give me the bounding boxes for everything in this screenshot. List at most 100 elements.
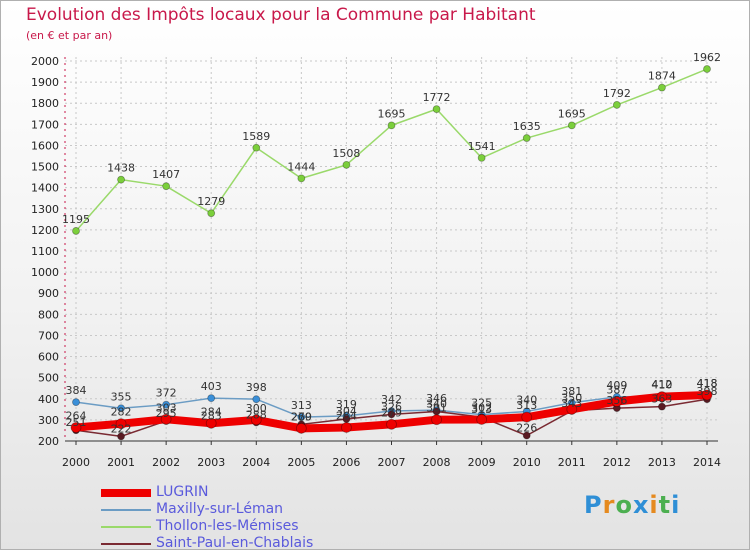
logo-letter: t [658,491,672,519]
data-point [297,174,306,183]
x-tick-label: 2012 [603,456,631,469]
data-point [611,396,623,407]
data-label: 1962 [693,51,721,64]
x-tick-label: 2005 [287,456,315,469]
data-label: 418 [697,377,718,390]
data-label: 282 [111,406,132,419]
data-label: 384 [66,384,87,397]
data-label: 412 [651,378,672,391]
data-label: 1589 [242,130,270,143]
x-tick-label: 2004 [242,456,270,469]
y-tick-label: 900 [38,287,59,300]
data-point [115,418,127,430]
legend-swatch [101,525,151,528]
data-label: 342 [381,393,402,406]
data-label: 409 [606,379,627,392]
data-label: 1508 [332,147,360,160]
y-tick-label: 600 [38,351,59,364]
x-tick-label: 2008 [423,456,451,469]
y-tick-label: 200 [38,435,59,448]
y-tick-label: 1400 [31,182,59,195]
data-label: 1438 [107,162,135,175]
y-tick-label: 1200 [31,224,59,237]
y-tick-label: 500 [38,372,59,385]
data-point [72,227,80,235]
data-label: 284 [201,405,222,418]
data-label: 226 [516,422,537,435]
data-point [387,121,396,130]
data-point [342,160,351,169]
x-tick-label: 2003 [197,456,225,469]
legend-swatch [101,508,151,511]
data-point [205,417,217,429]
data-label: 302 [471,401,492,414]
data-label: 387 [606,384,627,397]
chart-title: Evolution des Impôts locaux pour la Comm… [26,5,536,25]
y-tick-label: 1700 [31,118,59,131]
proxiti-logo: Proxiti [584,491,680,519]
data-point [252,395,261,404]
data-label: 372 [156,387,177,400]
data-label: 1407 [152,168,180,181]
y-tick-label: 300 [38,414,59,427]
data-label: 264 [66,409,87,422]
data-point [117,404,125,413]
data-point [522,134,531,142]
data-label: 301 [426,402,447,415]
data-label: 326 [381,400,402,413]
x-tick-label: 2011 [558,456,586,469]
data-point [566,403,578,415]
logo-letter: r [602,491,616,519]
data-label: 1792 [603,87,631,100]
data-label: 319 [336,398,357,411]
data-point [432,105,441,114]
data-point [162,400,171,409]
data-point [567,121,576,130]
logo-letter: o [615,491,633,519]
x-tick-label: 2001 [107,456,135,469]
data-label: 251 [66,416,87,429]
data-label: 1541 [468,140,496,153]
data-point [207,394,216,403]
data-point [387,410,396,419]
data-point [297,413,306,422]
data-point [117,175,125,184]
data-point [70,422,82,433]
x-tick-label: 2002 [152,456,180,469]
data-label: 304 [336,405,357,418]
legend-label: LUGRIN [156,484,209,500]
data-label: 356 [606,394,627,407]
data-label: 363 [651,393,672,406]
y-tick-label: 1000 [31,266,59,279]
x-tick-label: 2009 [468,456,496,469]
y-tick-label: 800 [38,308,59,321]
data-label: 418 [697,377,718,390]
data-point [295,422,307,434]
logo-letter: i [649,491,659,519]
data-point [701,389,713,401]
y-tick-label: 1600 [31,139,59,152]
data-label: 313 [471,403,492,416]
data-label: 410 [651,379,672,392]
x-tick-label: 2007 [378,456,406,469]
data-point [476,414,488,425]
data-label: 350 [561,391,582,404]
data-label: 313 [516,399,537,412]
data-label: 355 [111,390,132,403]
data-point [386,418,397,430]
legend-label: Thollon-les-Mémises [156,518,299,534]
data-point [252,143,261,152]
data-point [703,65,711,73]
data-label: 340 [516,393,537,406]
logo-letter: x [632,491,650,519]
data-point [117,432,125,441]
data-label: 260 [291,410,312,423]
y-tick-label: 1500 [31,161,59,174]
data-label: 1444 [287,160,315,173]
legend-swatch [101,542,151,545]
data-label: 340 [426,397,447,410]
logo-letter: P [584,491,603,519]
data-label: 264 [336,409,357,422]
